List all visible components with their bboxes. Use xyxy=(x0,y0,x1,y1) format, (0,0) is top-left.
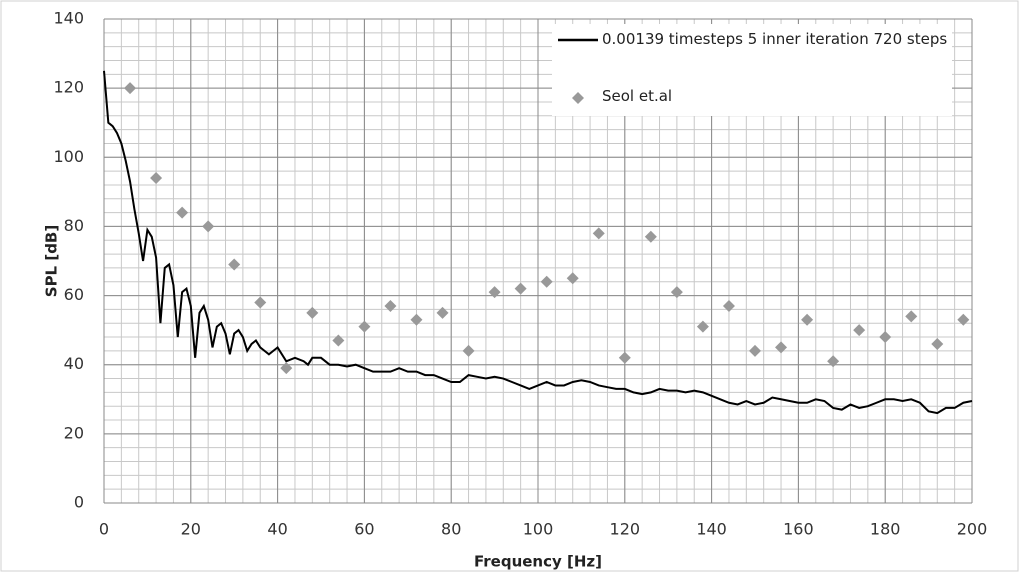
marker xyxy=(280,362,293,375)
marker xyxy=(254,296,267,309)
marker xyxy=(749,344,761,357)
y-axis-title: SPL [dB] xyxy=(43,225,61,297)
marker xyxy=(176,206,189,219)
marker xyxy=(228,258,241,271)
x-tick-label: 120 xyxy=(610,520,641,539)
x-tick-label: 160 xyxy=(783,520,814,539)
y-tick-label: 80 xyxy=(64,216,84,235)
legend-box xyxy=(552,24,952,116)
marker xyxy=(827,355,840,368)
marker xyxy=(358,320,371,333)
y-tick-label: 0 xyxy=(74,493,84,512)
y-tick-label: 120 xyxy=(53,78,84,97)
marker xyxy=(905,310,918,323)
x-tick-label: 20 xyxy=(181,520,201,539)
x-tick-label: 0 xyxy=(99,520,109,539)
marker xyxy=(514,282,527,295)
marker xyxy=(566,272,579,285)
marker xyxy=(931,337,944,350)
x-tick-label: 60 xyxy=(354,520,374,539)
y-tick-label: 40 xyxy=(64,354,84,373)
y-tick-label: 140 xyxy=(53,9,84,28)
y-tick-label: 100 xyxy=(53,147,84,166)
marker xyxy=(540,275,553,288)
marker xyxy=(124,82,137,95)
marker xyxy=(618,351,631,364)
marker xyxy=(957,313,970,326)
x-tick-label: 100 xyxy=(523,520,554,539)
marker xyxy=(306,306,319,319)
marker xyxy=(384,299,397,312)
x-axis-title: Frequency [Hz] xyxy=(474,553,602,571)
marker xyxy=(436,306,449,319)
marker xyxy=(202,220,215,233)
marker xyxy=(879,331,892,344)
x-tick-label: 180 xyxy=(870,520,901,539)
marker xyxy=(670,286,683,299)
legend-swatch xyxy=(572,92,584,104)
marker xyxy=(644,230,657,243)
marker xyxy=(462,344,475,357)
x-tick-label: 40 xyxy=(267,520,287,539)
x-tick-label: 80 xyxy=(441,520,461,539)
line-series xyxy=(103,70,973,415)
marker xyxy=(332,334,345,347)
marker xyxy=(150,172,163,185)
marker xyxy=(410,313,423,326)
legend-label: Seol et.al xyxy=(602,87,673,105)
y-tick-label: 60 xyxy=(64,285,84,304)
marker xyxy=(722,299,735,312)
x-tick-label: 200 xyxy=(957,520,988,539)
marker xyxy=(853,324,866,337)
marker xyxy=(592,227,605,240)
y-tick-label: 20 xyxy=(64,423,84,442)
x-tick-label: 140 xyxy=(696,520,727,539)
legend-label: 0.00139 timesteps 5 inner iteration 720 … xyxy=(602,30,948,48)
marker xyxy=(775,341,788,354)
marker xyxy=(696,320,709,333)
marker xyxy=(488,286,501,299)
marker xyxy=(801,313,814,326)
